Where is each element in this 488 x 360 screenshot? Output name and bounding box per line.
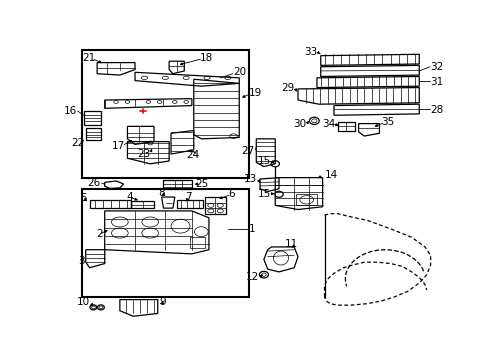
Text: 6: 6	[227, 189, 234, 199]
Text: 22: 22	[71, 138, 84, 148]
Text: 31: 31	[430, 77, 443, 87]
Text: 27: 27	[241, 146, 254, 156]
Text: 12: 12	[245, 273, 259, 283]
Bar	[82, 50, 248, 177]
Text: 1: 1	[248, 224, 255, 234]
Text: 10: 10	[77, 297, 90, 307]
Text: 20: 20	[233, 67, 246, 77]
Text: 30: 30	[293, 118, 306, 129]
Bar	[82, 189, 248, 297]
Text: 21: 21	[82, 53, 95, 63]
Text: 23: 23	[137, 149, 150, 159]
Text: 26: 26	[87, 178, 101, 188]
Text: 15: 15	[258, 189, 271, 199]
Text: 4: 4	[126, 192, 133, 202]
Text: 18: 18	[199, 53, 212, 63]
Text: 17: 17	[112, 141, 125, 151]
Text: 16: 16	[63, 106, 77, 116]
Text: 33: 33	[303, 46, 316, 57]
Text: 15: 15	[258, 156, 271, 166]
Text: 28: 28	[430, 105, 443, 115]
Text: 14: 14	[324, 170, 337, 180]
Text: 3: 3	[78, 256, 84, 266]
Text: 11: 11	[284, 239, 297, 249]
Text: 35: 35	[381, 117, 394, 127]
Text: 19: 19	[248, 88, 262, 98]
Text: 2: 2	[96, 229, 102, 239]
Text: 9: 9	[159, 297, 166, 307]
Text: 25: 25	[195, 179, 208, 189]
Text: 7: 7	[185, 192, 191, 202]
Text: 8: 8	[159, 188, 165, 198]
Text: 5: 5	[80, 193, 87, 203]
Text: 32: 32	[430, 62, 443, 72]
Text: 24: 24	[186, 150, 199, 161]
Text: 34: 34	[322, 118, 335, 129]
Text: 29: 29	[281, 82, 294, 93]
Text: 13: 13	[244, 174, 257, 184]
